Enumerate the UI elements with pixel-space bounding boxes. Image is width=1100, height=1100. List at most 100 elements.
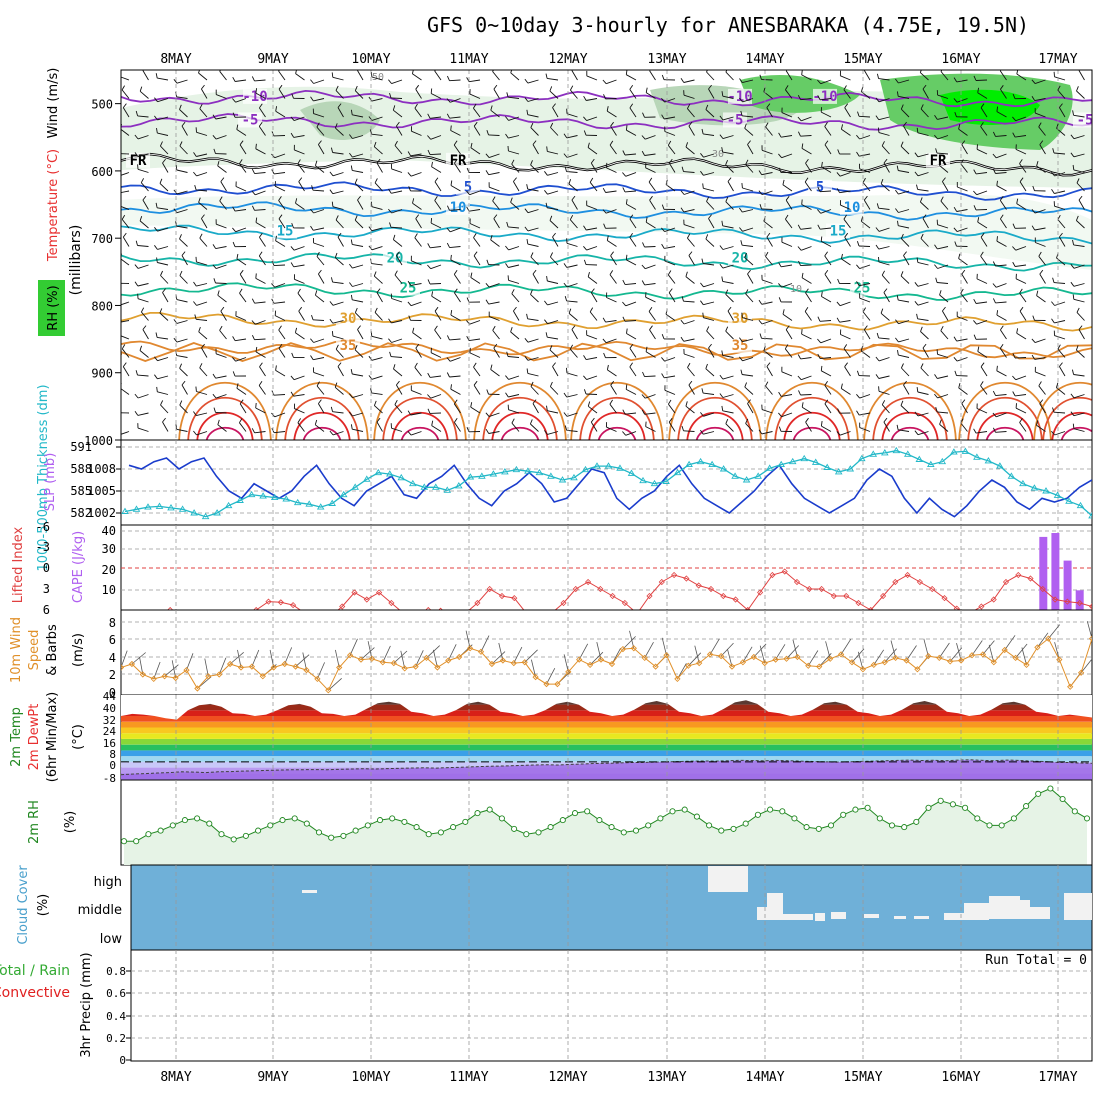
wind10m-point bbox=[892, 654, 899, 662]
wind-barb-flag bbox=[1012, 132, 1016, 138]
wind-barb bbox=[137, 298, 149, 303]
rh2m-point bbox=[401, 818, 408, 825]
wind-barb-flag bbox=[486, 389, 489, 395]
wind-barb bbox=[139, 90, 149, 99]
wind-barb bbox=[609, 144, 617, 155]
wind10m-barb bbox=[857, 651, 864, 670]
wind-barb-flag bbox=[641, 394, 646, 399]
wind-barb bbox=[337, 236, 344, 247]
wind-barb bbox=[1038, 126, 1046, 136]
wind-barb-flag bbox=[1016, 70, 1019, 75]
rh2m-point bbox=[608, 824, 615, 831]
isotherm-label: 5 bbox=[464, 180, 472, 196]
wind-barb bbox=[1000, 329, 1007, 340]
wind-barb bbox=[727, 310, 734, 321]
wind-barb-flag bbox=[1075, 345, 1079, 351]
wind-barb-flag bbox=[198, 326, 201, 332]
wind-barb bbox=[937, 375, 949, 379]
wind-barb-flag bbox=[940, 70, 943, 72]
thickness-line bbox=[124, 450, 1092, 518]
date-label-top: 15MAY bbox=[843, 52, 882, 67]
lifted-index-point bbox=[646, 592, 653, 600]
wind-barb-flag bbox=[236, 124, 239, 130]
wind-barb-flag bbox=[412, 327, 415, 333]
wind-barb bbox=[898, 95, 910, 99]
wind-barb-flag bbox=[973, 320, 977, 325]
wind-barb bbox=[878, 390, 890, 395]
wind-barb-flag bbox=[154, 115, 158, 121]
thickness-point bbox=[973, 453, 981, 460]
cloud-level-label: low bbox=[100, 932, 123, 947]
wind-barb bbox=[980, 236, 988, 247]
wind-barb bbox=[298, 310, 305, 321]
wind-barb bbox=[858, 245, 871, 247]
wind-barb-flag bbox=[701, 258, 704, 264]
wind-barb-flag bbox=[530, 160, 533, 166]
wind-barb-flag bbox=[349, 134, 353, 139]
wind-barb-flag bbox=[836, 431, 841, 436]
wind-barb-flag bbox=[193, 430, 197, 436]
wind-barb-flag bbox=[198, 197, 201, 203]
wind-barb bbox=[782, 184, 793, 192]
wind-barb-flag bbox=[414, 233, 418, 238]
wind-barb-flag bbox=[999, 344, 1004, 349]
wind10m-axis-label-3: & Barbs bbox=[45, 624, 60, 676]
wind-barb bbox=[179, 404, 188, 414]
wind-barb bbox=[645, 394, 656, 399]
wind-barb bbox=[196, 131, 208, 136]
wind-barb bbox=[236, 129, 247, 136]
wind-barb bbox=[508, 96, 520, 99]
wind-barb bbox=[824, 403, 832, 414]
wind-barb bbox=[357, 329, 364, 340]
wind-barb-flag bbox=[856, 394, 860, 399]
wind10m-point bbox=[619, 645, 627, 653]
wind-barb-flag bbox=[916, 313, 919, 319]
wind-barb-flag bbox=[661, 227, 665, 232]
wind-barb-flag bbox=[1012, 375, 1017, 380]
wind-barb-flag bbox=[805, 288, 809, 294]
wind-barb bbox=[722, 225, 734, 229]
wind-barb bbox=[586, 375, 598, 381]
wind10m-barb bbox=[1037, 632, 1049, 648]
cape-bar bbox=[1063, 560, 1072, 610]
wind-barb bbox=[566, 153, 578, 158]
wind-barb bbox=[1073, 394, 1085, 399]
wind-barb-flag bbox=[311, 185, 314, 191]
wind-barb bbox=[137, 168, 149, 173]
wind-barb-flag bbox=[934, 244, 938, 250]
wind-barb bbox=[254, 301, 266, 304]
wind-barb-flag bbox=[564, 425, 568, 431]
wind-barb-flag bbox=[629, 85, 634, 90]
wind-barb-flag bbox=[513, 306, 517, 312]
surface-contour bbox=[985, 426, 1025, 440]
wind-barb-flag bbox=[668, 158, 673, 164]
wind10m-barb bbox=[1054, 642, 1060, 660]
wind-barb-flag bbox=[290, 246, 295, 251]
wind-barb bbox=[235, 357, 247, 362]
rh2m-point bbox=[767, 806, 774, 813]
wind10m-point bbox=[205, 673, 212, 680]
temp2m-tick-label: -8 bbox=[103, 772, 116, 785]
wind-barb bbox=[198, 331, 208, 340]
wind10m-barb bbox=[589, 651, 604, 666]
wind-barb-flag bbox=[626, 328, 628, 334]
wind-barb bbox=[196, 172, 208, 177]
surface-contour bbox=[1042, 397, 1092, 440]
thickness-point bbox=[892, 446, 901, 454]
wind-barb-flag bbox=[801, 329, 803, 335]
wind-barb bbox=[137, 283, 149, 287]
wind-barb bbox=[629, 89, 637, 99]
date-label-bottom: 15MAY bbox=[843, 1070, 882, 1085]
wind-barb bbox=[293, 246, 305, 251]
lifted-index-point bbox=[486, 585, 493, 593]
wind-barb bbox=[157, 375, 169, 380]
wind-barb bbox=[219, 330, 227, 340]
wind-barb-flag bbox=[1051, 171, 1055, 177]
wind-barb bbox=[396, 384, 403, 395]
thickness-point bbox=[1019, 479, 1027, 487]
wind10m-point bbox=[150, 675, 157, 683]
wind-barb bbox=[430, 394, 442, 399]
lifted-index-point bbox=[818, 585, 825, 593]
wind-barb-flag bbox=[856, 264, 860, 269]
